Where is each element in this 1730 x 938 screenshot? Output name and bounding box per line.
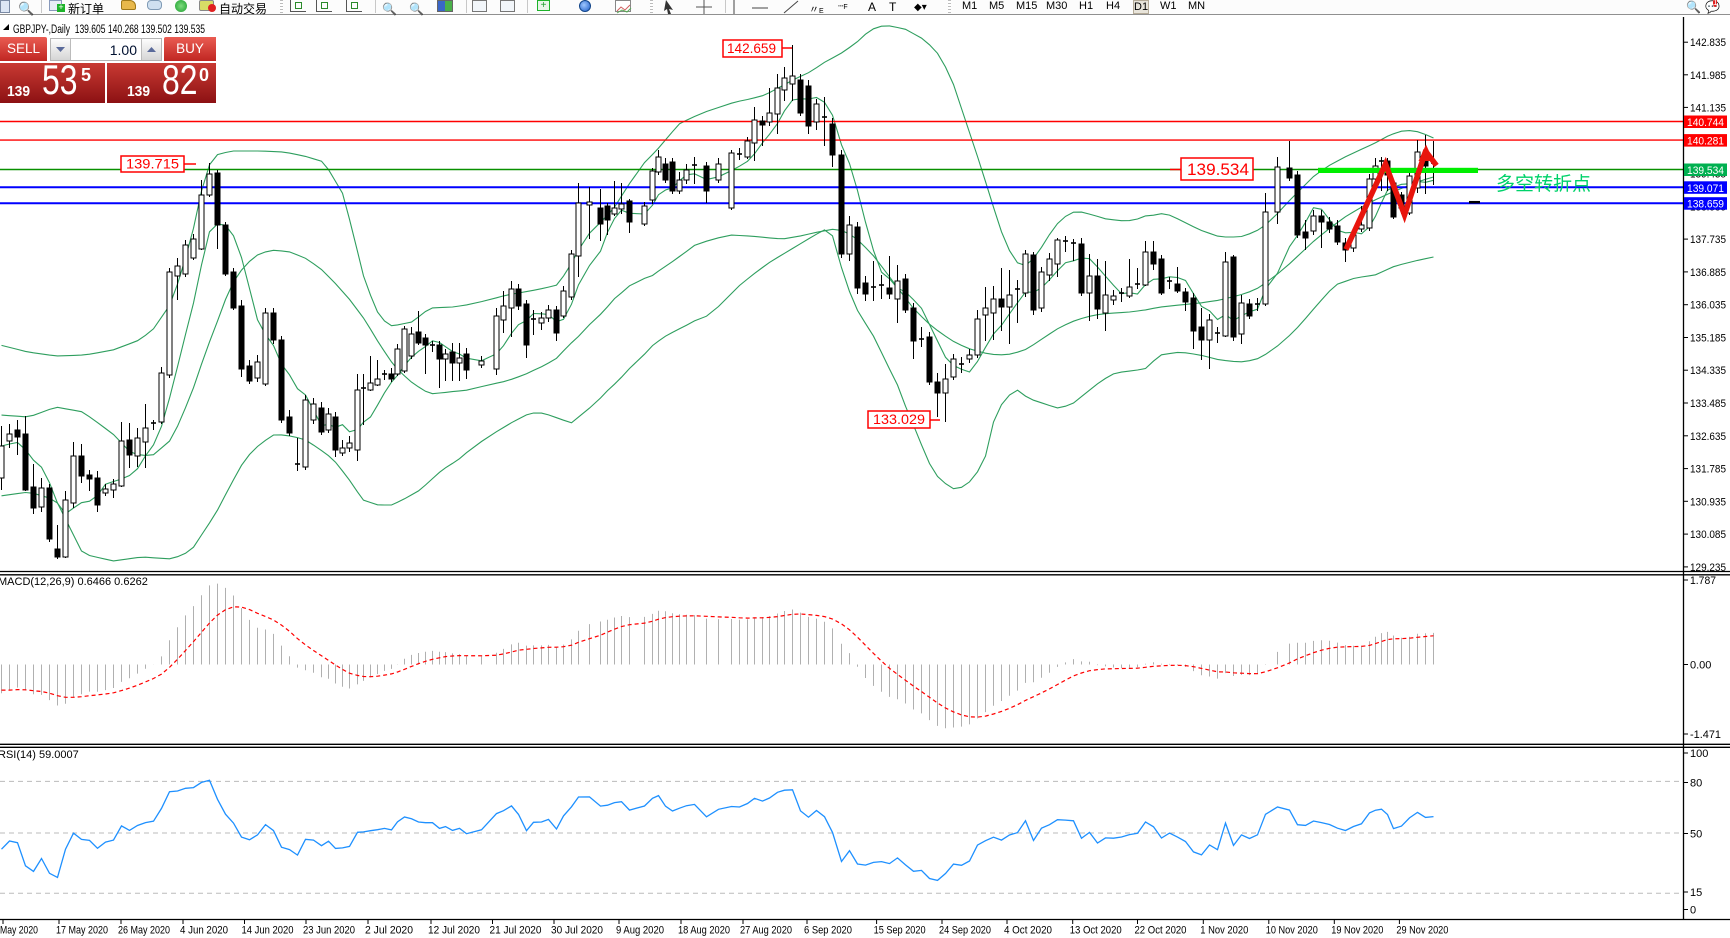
svg-text:27 Aug 2020: 27 Aug 2020 — [740, 925, 792, 937]
svg-text:6 Sep 2020: 6 Sep 2020 — [804, 925, 852, 937]
svg-text:9 Aug 2020: 9 Aug 2020 — [616, 925, 664, 937]
svg-text:GBPJPY-,Daily 139.605 140.268: GBPJPY-,Daily 139.605 140.268 139.502 13… — [13, 24, 205, 36]
svg-text:1 Nov 2020: 1 Nov 2020 — [1200, 925, 1248, 937]
svg-text:131.785: 131.785 — [1690, 464, 1726, 476]
svg-text:10 Nov 2020: 10 Nov 2020 — [1266, 925, 1318, 937]
svg-text:142.835: 142.835 — [1690, 37, 1726, 49]
svg-text:139.715: 139.715 — [126, 156, 179, 172]
svg-text:140.281: 140.281 — [1687, 136, 1724, 148]
svg-text:132.635: 132.635 — [1690, 431, 1726, 443]
svg-text:133.029: 133.029 — [873, 411, 925, 427]
svg-text:14 Jun 2020: 14 Jun 2020 — [242, 925, 294, 937]
svg-text:17 May 2020: 17 May 2020 — [56, 925, 108, 937]
svg-text:139.534: 139.534 — [1687, 165, 1724, 177]
svg-text:18 Aug 2020: 18 Aug 2020 — [678, 925, 730, 937]
svg-text:15 Sep 2020: 15 Sep 2020 — [874, 925, 926, 937]
svg-text:136.035: 136.035 — [1690, 300, 1726, 312]
svg-text:24 Sep 2020: 24 Sep 2020 — [939, 925, 991, 937]
svg-text:130.935: 130.935 — [1690, 496, 1726, 508]
svg-text:MACD(12,26,9) 0.6466 0.6262: MACD(12,26,9) 0.6466 0.6262 — [0, 576, 148, 588]
svg-text:19 Nov 2020: 19 Nov 2020 — [1331, 925, 1383, 937]
svg-text:15: 15 — [1690, 887, 1702, 899]
svg-text:141.985: 141.985 — [1690, 70, 1726, 82]
svg-text:138.659: 138.659 — [1687, 199, 1724, 211]
svg-text:12 Jul 2020: 12 Jul 2020 — [428, 925, 480, 937]
svg-text:May 2020: May 2020 — [0, 925, 38, 937]
svg-text:100: 100 — [1690, 748, 1708, 760]
svg-text:13 Oct 2020: 13 Oct 2020 — [1070, 925, 1122, 937]
svg-text:136.885: 136.885 — [1690, 267, 1726, 279]
svg-text:21 Jul 2020: 21 Jul 2020 — [490, 925, 542, 937]
svg-text:135.185: 135.185 — [1690, 333, 1726, 345]
svg-text:30 Jul 2020: 30 Jul 2020 — [551, 925, 603, 937]
svg-text:139.534: 139.534 — [1187, 160, 1249, 179]
svg-text:140.744: 140.744 — [1687, 117, 1724, 129]
svg-text:23 Jun 2020: 23 Jun 2020 — [303, 925, 355, 937]
svg-text:4 Jun 2020: 4 Jun 2020 — [180, 925, 228, 937]
svg-text:137.735: 137.735 — [1690, 234, 1726, 246]
svg-text:1.787: 1.787 — [1690, 575, 1716, 587]
svg-text:130.085: 130.085 — [1690, 529, 1726, 541]
svg-text:139.071: 139.071 — [1687, 183, 1724, 195]
svg-text:80: 80 — [1690, 778, 1702, 790]
svg-text:29 Nov 2020: 29 Nov 2020 — [1396, 925, 1448, 937]
svg-text:多空转折点: 多空转折点 — [1496, 173, 1591, 195]
svg-text:141.135: 141.135 — [1690, 102, 1726, 114]
svg-text:134.335: 134.335 — [1690, 365, 1726, 377]
svg-text:142.659: 142.659 — [727, 40, 776, 56]
svg-text:22 Oct 2020: 22 Oct 2020 — [1135, 925, 1187, 937]
svg-text:133.485: 133.485 — [1690, 398, 1726, 410]
svg-text:-1.471: -1.471 — [1690, 729, 1721, 741]
svg-text:129.235: 129.235 — [1690, 562, 1726, 574]
svg-text:2 Jul 2020: 2 Jul 2020 — [365, 925, 413, 937]
svg-text:0.00: 0.00 — [1690, 660, 1711, 672]
svg-text:0: 0 — [1690, 905, 1696, 917]
svg-text:50: 50 — [1690, 829, 1702, 841]
svg-text:RSI(14) 59.0007: RSI(14) 59.0007 — [0, 749, 79, 761]
svg-text:26 May 2020: 26 May 2020 — [118, 925, 170, 937]
svg-text:4 Oct 2020: 4 Oct 2020 — [1004, 925, 1052, 937]
